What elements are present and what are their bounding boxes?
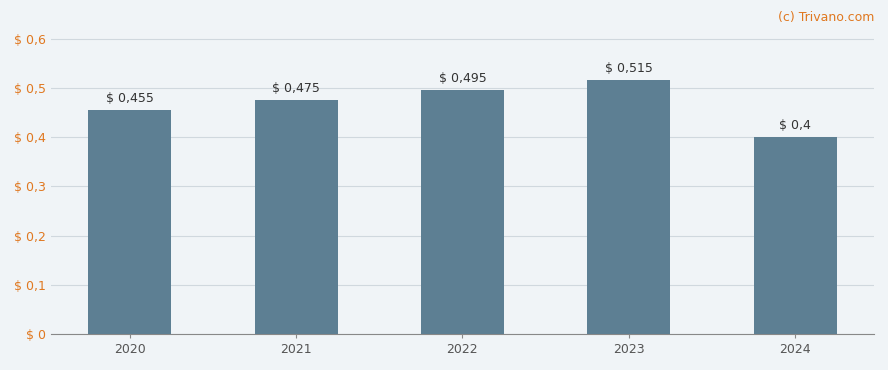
Bar [421,90,504,334]
Text: $ 0,455: $ 0,455 [106,92,154,105]
Text: $ 0,515: $ 0,515 [605,63,653,75]
Text: $ 0,495: $ 0,495 [439,72,487,85]
Bar [255,100,337,334]
Text: (c) Trivano.com: (c) Trivano.com [778,11,875,24]
Bar [88,110,171,334]
Text: $ 0,475: $ 0,475 [272,82,320,95]
Text: $ 0,4: $ 0,4 [779,119,811,132]
Bar [587,80,670,334]
Bar [754,137,836,334]
